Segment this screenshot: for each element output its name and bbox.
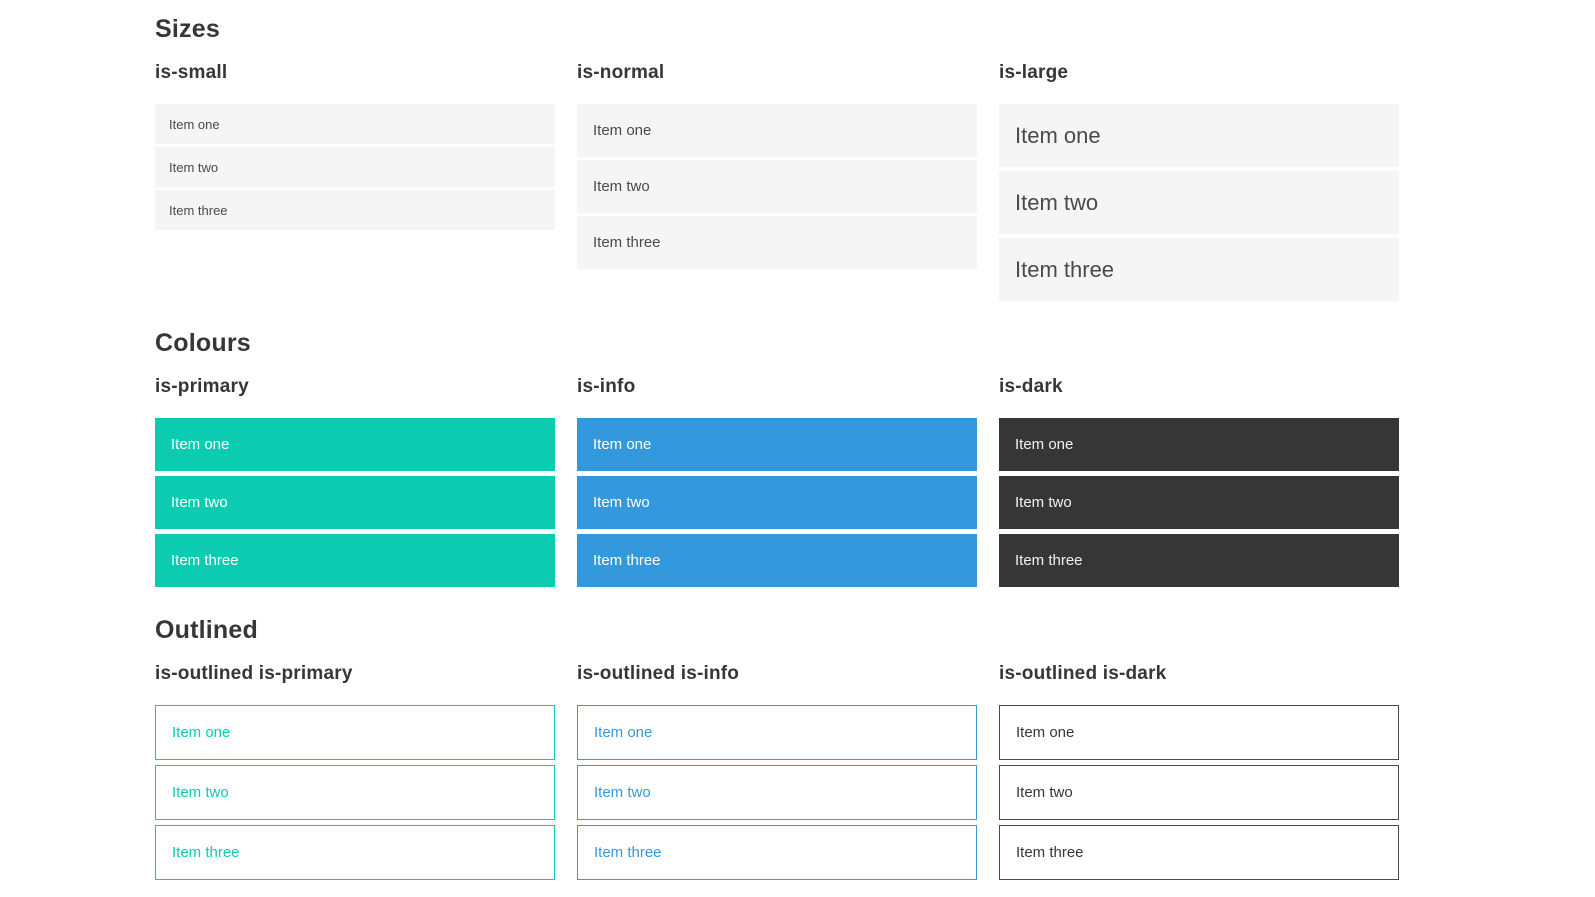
variant-label: is-dark (999, 376, 1063, 397)
variant-label: is-outlined is-dark (999, 663, 1167, 684)
list-item[interactable]: Item two (577, 160, 977, 213)
list-item[interactable]: Item one (577, 104, 977, 157)
variant-label: is-small (155, 62, 228, 83)
list-item[interactable]: Item two (999, 171, 1399, 234)
list-item[interactable]: Item three (999, 238, 1399, 301)
demo-section: Colours is-primary Item one Item two Ite… (155, 329, 1399, 592)
variant-group: is-info Item one Item two Item three (577, 376, 977, 592)
item-list: Item one Item two Item three (155, 104, 555, 230)
list-item[interactable]: Item three (577, 534, 977, 587)
item-list: Item one Item two Item three (577, 705, 977, 880)
variant-label: is-large (999, 62, 1069, 83)
section-groups: is-small Item one Item two Item three is… (155, 62, 1399, 305)
variant-group: is-large Item one Item two Item three (999, 62, 1399, 305)
list-item[interactable]: Item one (999, 104, 1399, 167)
list-item[interactable]: Item two (577, 765, 977, 820)
item-list: Item one Item two Item three (577, 418, 977, 587)
variant-label: is-outlined is-primary (155, 663, 353, 684)
list-item[interactable]: Item two (999, 765, 1399, 820)
list-item[interactable]: Item two (577, 476, 977, 529)
section-groups: is-outlined is-primary Item one Item two… (155, 663, 1399, 885)
list-item[interactable]: Item two (999, 476, 1399, 529)
list-item[interactable]: Item three (155, 190, 555, 230)
list-item[interactable]: Item three (155, 825, 555, 880)
list-item[interactable]: Item two (155, 147, 555, 187)
variant-label: is-normal (577, 62, 665, 83)
list-item[interactable]: Item two (155, 476, 555, 529)
variant-label: is-info (577, 376, 636, 397)
list-item[interactable]: Item one (577, 705, 977, 760)
item-list: Item one Item two Item three (999, 705, 1399, 880)
item-list: Item one Item two Item three (155, 418, 555, 587)
list-item[interactable]: Item one (999, 705, 1399, 760)
variant-group: is-outlined is-primary Item one Item two… (155, 663, 555, 885)
list-item[interactable]: Item one (155, 705, 555, 760)
variant-group: is-outlined is-info Item one Item two It… (577, 663, 977, 885)
list-item[interactable]: Item one (155, 104, 555, 144)
list-item[interactable]: Item one (577, 418, 977, 471)
variant-label: is-primary (155, 376, 249, 397)
section-title: Sizes (155, 15, 220, 43)
item-list: Item one Item two Item three (999, 104, 1399, 301)
item-list: Item one Item two Item three (155, 705, 555, 880)
variant-group: is-outlined is-dark Item one Item two It… (999, 663, 1399, 885)
list-item[interactable]: Item two (155, 765, 555, 820)
item-list: Item one Item two Item three (999, 418, 1399, 587)
section-title: Colours (155, 329, 251, 357)
variant-group: is-dark Item one Item two Item three (999, 376, 1399, 592)
list-item[interactable]: Item one (155, 418, 555, 471)
section-title: Outlined (155, 616, 258, 644)
list-item[interactable]: Item three (999, 825, 1399, 880)
list-item[interactable]: Item three (577, 216, 977, 269)
list-item[interactable]: Item three (999, 534, 1399, 587)
demo-section: Sizes is-small Item one Item two Item th… (155, 15, 1399, 305)
list-item[interactable]: Item one (999, 418, 1399, 471)
variant-group: is-small Item one Item two Item three (155, 62, 555, 233)
list-item[interactable]: Item three (577, 825, 977, 880)
variant-group: is-primary Item one Item two Item three (155, 376, 555, 592)
item-list: Item one Item two Item three (577, 104, 977, 269)
variant-group: is-normal Item one Item two Item three (577, 62, 977, 272)
section-groups: is-primary Item one Item two Item three … (155, 376, 1399, 592)
list-item[interactable]: Item three (155, 534, 555, 587)
variant-label: is-outlined is-info (577, 663, 740, 684)
demo-section: Outlined is-outlined is-primary Item one… (155, 616, 1399, 885)
